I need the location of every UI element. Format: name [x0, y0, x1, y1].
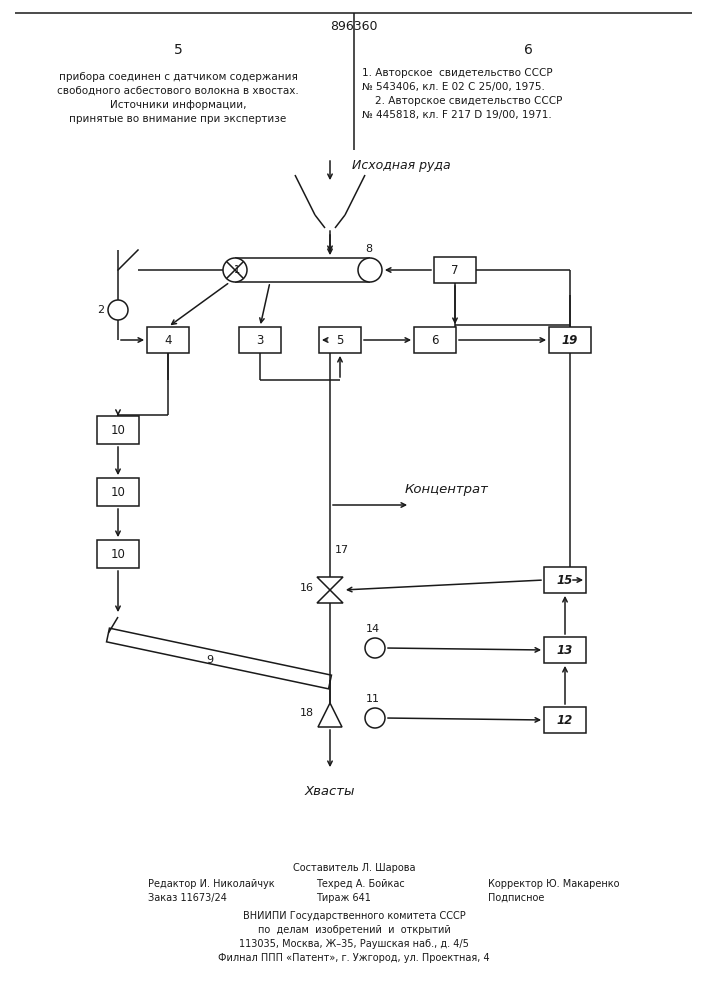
Text: 113035, Москва, Ж–35, Раушская наб., д. 4/5: 113035, Москва, Ж–35, Раушская наб., д. … — [239, 939, 469, 949]
Text: Тираж 641: Тираж 641 — [316, 893, 371, 903]
Text: Составитель Л. Шарова: Составитель Л. Шарова — [293, 863, 415, 873]
Polygon shape — [317, 590, 343, 603]
Text: № 445818, кл. F 217 D 19/00, 1971.: № 445818, кл. F 217 D 19/00, 1971. — [362, 110, 551, 120]
Bar — [97, 478, 139, 506]
Text: 6: 6 — [431, 334, 439, 347]
Text: Концентрат: Концентрат — [405, 484, 489, 496]
Text: 2: 2 — [97, 305, 104, 315]
Text: 10: 10 — [110, 424, 125, 436]
Text: 6: 6 — [524, 43, 532, 57]
Text: Хвасты: Хвасты — [305, 785, 355, 798]
Circle shape — [365, 638, 385, 658]
Text: 4: 4 — [164, 334, 172, 347]
Circle shape — [108, 300, 128, 320]
Text: № 543406, кл. Е 02 С 25/00, 1975.: № 543406, кл. Е 02 С 25/00, 1975. — [362, 82, 545, 92]
Text: 1. Авторское  свидетельство СССР: 1. Авторское свидетельство СССР — [362, 68, 553, 78]
Text: 11: 11 — [366, 694, 380, 704]
Text: Редактор И. Николайчук: Редактор И. Николайчук — [148, 879, 274, 889]
Text: 17: 17 — [335, 545, 349, 555]
Text: 8: 8 — [365, 244, 372, 254]
Circle shape — [223, 258, 247, 282]
Bar — [414, 327, 456, 353]
Bar — [147, 327, 189, 353]
Text: Филнал ППП «Патент», г. Ужгород, ул. Проектная, 4: Филнал ППП «Патент», г. Ужгород, ул. Про… — [218, 953, 490, 963]
Text: 13: 13 — [557, 644, 573, 656]
Circle shape — [365, 708, 385, 728]
Text: 9: 9 — [206, 655, 214, 665]
Polygon shape — [107, 628, 332, 689]
Text: 1: 1 — [234, 265, 240, 275]
Text: 10: 10 — [110, 548, 125, 560]
Text: свободного асбестового волокна в хвостах.: свободного асбестового волокна в хвостах… — [57, 86, 299, 96]
Text: 5: 5 — [337, 334, 344, 347]
Circle shape — [358, 258, 382, 282]
Text: прибора соединен с датчиком содержания: прибора соединен с датчиком содержания — [59, 72, 298, 82]
Text: 12: 12 — [557, 714, 573, 726]
Text: 7: 7 — [451, 263, 459, 276]
Text: Техред А. Бойкас: Техред А. Бойкас — [316, 879, 404, 889]
Text: 10: 10 — [110, 486, 125, 498]
Bar — [319, 327, 361, 353]
Text: принятые во внимание при экспертизе: принятые во внимание при экспертизе — [69, 114, 286, 124]
Bar — [97, 416, 139, 444]
Text: 15: 15 — [557, 574, 573, 586]
Bar — [97, 540, 139, 568]
Text: 2. Авторское свидетельство СССР: 2. Авторское свидетельство СССР — [362, 96, 562, 106]
Text: 18: 18 — [300, 708, 314, 718]
Polygon shape — [318, 703, 342, 727]
Text: Заказ 11673/24: Заказ 11673/24 — [148, 893, 227, 903]
Bar — [434, 257, 476, 283]
Text: Исходная руда: Исходная руда — [352, 158, 450, 172]
Bar — [544, 567, 586, 593]
Text: 896360: 896360 — [330, 20, 378, 33]
Text: 5: 5 — [174, 43, 182, 57]
Bar — [549, 327, 591, 353]
Bar — [239, 327, 281, 353]
Polygon shape — [317, 577, 343, 590]
Text: ВНИИПИ Государственного комитета СССР: ВНИИПИ Государственного комитета СССР — [243, 911, 465, 921]
Text: Корректор Ю. Макаренко: Корректор Ю. Макаренко — [488, 879, 619, 889]
Text: 19: 19 — [562, 334, 578, 347]
Bar — [544, 707, 586, 733]
Bar — [544, 637, 586, 663]
Text: Источники информации,: Источники информации, — [110, 100, 246, 110]
Text: 3: 3 — [257, 334, 264, 347]
Text: 14: 14 — [366, 624, 380, 634]
Text: Подписное: Подписное — [488, 893, 544, 903]
Text: по  делам  изобретений  и  открытий: по делам изобретений и открытий — [257, 925, 450, 935]
Text: 16: 16 — [300, 583, 314, 593]
